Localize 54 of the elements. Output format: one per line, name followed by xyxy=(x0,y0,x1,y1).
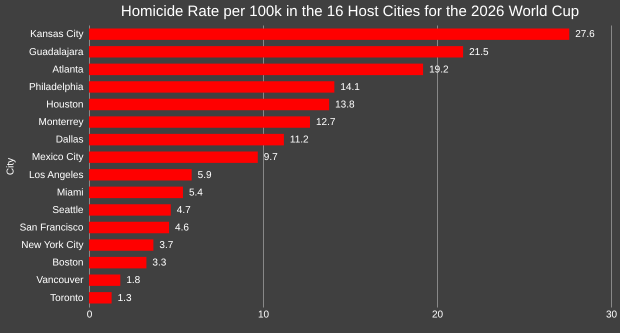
y-tick-label: Mexico City xyxy=(32,152,84,164)
y-axis-title: City xyxy=(6,158,17,176)
y-tick-label: Toronto xyxy=(50,292,84,304)
bar xyxy=(89,292,112,304)
data-label: 19.2 xyxy=(429,64,449,76)
x-tick-label: 0 xyxy=(86,310,93,320)
y-tick-label: Monterrey xyxy=(38,117,84,128)
data-label: 9.7 xyxy=(264,152,278,164)
y-tick-label: Los Angeles xyxy=(29,170,84,181)
data-label: 3.3 xyxy=(152,258,167,269)
y-tick-label: Kansas City xyxy=(30,29,84,40)
bar xyxy=(89,81,334,93)
bar xyxy=(89,186,183,198)
data-label: 13.8 xyxy=(335,100,356,111)
chart-title: Homicide Rate per 100k in the 16 Host Cities for the 2026 World Cup xyxy=(120,3,580,20)
bar xyxy=(89,256,146,268)
y-tick-label: San Francisco xyxy=(20,222,84,234)
y-tick-label: Vancouver xyxy=(36,275,84,286)
data-label: 14.1 xyxy=(340,82,360,93)
y-tick-label: Boston xyxy=(52,258,84,269)
y-tick-label: Dallas xyxy=(56,134,84,146)
bar xyxy=(89,152,258,163)
y-tick-label: Guadalajara xyxy=(29,46,84,58)
data-label: 27.6 xyxy=(575,29,596,40)
data-label: 21.5 xyxy=(469,46,489,58)
y-tick-label: Miami xyxy=(56,187,84,198)
x-tick-label: 30 xyxy=(606,310,618,320)
y-tick-label: Atlanta xyxy=(52,64,84,76)
data-label: 4.7 xyxy=(176,204,192,216)
data-label: 12.7 xyxy=(316,117,336,128)
data-label: 4.6 xyxy=(175,222,190,234)
y-tick-label: Houston xyxy=(46,100,84,111)
bar xyxy=(89,222,170,234)
y-tick-label: New York City xyxy=(21,240,84,252)
bar xyxy=(89,239,154,251)
data-label: 3.7 xyxy=(159,240,174,252)
x-tick-label: 10 xyxy=(258,310,270,320)
y-tick-label: Philadelphia xyxy=(29,82,84,93)
bar xyxy=(89,64,424,76)
y-tick-label: Seattle xyxy=(52,204,84,216)
data-label: 11.2 xyxy=(290,134,310,146)
bar xyxy=(89,169,192,180)
bar xyxy=(89,116,310,128)
bar xyxy=(89,134,284,146)
data-label: 5.9 xyxy=(198,170,212,181)
data-label: 5.4 xyxy=(188,187,204,198)
bar xyxy=(89,46,464,58)
bar xyxy=(89,28,570,40)
bar xyxy=(89,204,171,216)
bar xyxy=(89,98,330,110)
bar xyxy=(89,274,120,286)
data-label: 1.3 xyxy=(118,292,132,304)
data-label: 1.8 xyxy=(126,275,141,286)
x-tick-label: 20 xyxy=(432,310,444,320)
